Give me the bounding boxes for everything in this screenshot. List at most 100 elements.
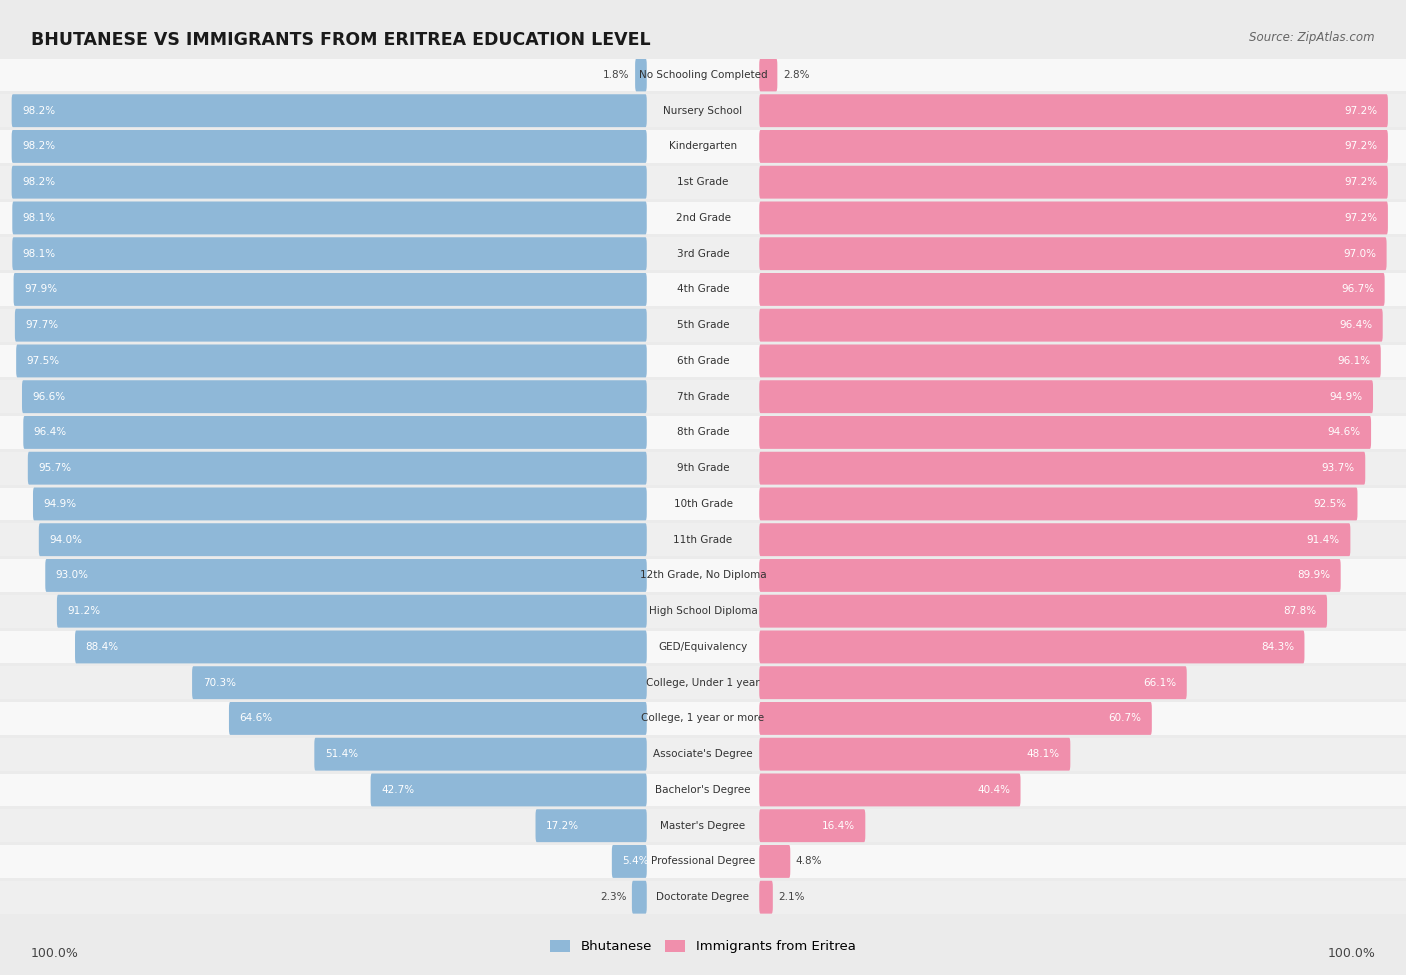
- FancyBboxPatch shape: [371, 773, 647, 806]
- Bar: [0, 595, 1406, 628]
- Text: 42.7%: 42.7%: [381, 785, 415, 795]
- Text: 1st Grade: 1st Grade: [678, 177, 728, 187]
- FancyBboxPatch shape: [759, 702, 1152, 735]
- Text: 2nd Grade: 2nd Grade: [675, 213, 731, 223]
- Bar: [0, 524, 1406, 556]
- FancyBboxPatch shape: [759, 880, 773, 914]
- FancyBboxPatch shape: [24, 416, 647, 448]
- FancyBboxPatch shape: [759, 666, 1187, 699]
- FancyBboxPatch shape: [15, 344, 647, 377]
- Text: Kindergarten: Kindergarten: [669, 141, 737, 151]
- Text: 97.9%: 97.9%: [24, 285, 58, 294]
- Text: 98.2%: 98.2%: [22, 141, 55, 151]
- FancyBboxPatch shape: [759, 524, 1350, 556]
- Text: 97.2%: 97.2%: [1344, 105, 1378, 116]
- FancyBboxPatch shape: [11, 95, 647, 127]
- Bar: [0, 58, 1406, 92]
- FancyBboxPatch shape: [759, 95, 1388, 127]
- Text: 98.2%: 98.2%: [22, 177, 55, 187]
- FancyBboxPatch shape: [636, 58, 647, 92]
- Text: 96.7%: 96.7%: [1341, 285, 1374, 294]
- Text: 40.4%: 40.4%: [977, 785, 1010, 795]
- Text: 51.4%: 51.4%: [325, 749, 359, 760]
- Text: 17.2%: 17.2%: [546, 821, 579, 831]
- Bar: [0, 845, 1406, 878]
- Text: 6th Grade: 6th Grade: [676, 356, 730, 366]
- Text: College, 1 year or more: College, 1 year or more: [641, 714, 765, 723]
- Text: 66.1%: 66.1%: [1143, 678, 1177, 687]
- Text: 96.4%: 96.4%: [34, 427, 67, 438]
- Text: 94.6%: 94.6%: [1327, 427, 1361, 438]
- Bar: [0, 631, 1406, 663]
- Text: BHUTANESE VS IMMIGRANTS FROM ERITREA EDUCATION LEVEL: BHUTANESE VS IMMIGRANTS FROM ERITREA EDU…: [31, 31, 651, 49]
- FancyBboxPatch shape: [759, 309, 1382, 341]
- FancyBboxPatch shape: [15, 309, 647, 341]
- Text: 100.0%: 100.0%: [1327, 947, 1375, 960]
- Text: 10th Grade: 10th Grade: [673, 499, 733, 509]
- FancyBboxPatch shape: [759, 595, 1327, 628]
- FancyBboxPatch shape: [315, 738, 647, 770]
- Text: College, Under 1 year: College, Under 1 year: [647, 678, 759, 687]
- Text: Master's Degree: Master's Degree: [661, 821, 745, 831]
- Text: Doctorate Degree: Doctorate Degree: [657, 892, 749, 902]
- Text: 93.0%: 93.0%: [56, 570, 89, 580]
- FancyBboxPatch shape: [11, 166, 647, 199]
- FancyBboxPatch shape: [56, 595, 647, 628]
- Text: 16.4%: 16.4%: [821, 821, 855, 831]
- FancyBboxPatch shape: [759, 130, 1388, 163]
- Text: 64.6%: 64.6%: [239, 714, 273, 723]
- FancyBboxPatch shape: [759, 237, 1386, 270]
- FancyBboxPatch shape: [11, 130, 647, 163]
- Bar: [0, 738, 1406, 770]
- Text: 98.1%: 98.1%: [22, 249, 56, 258]
- Text: No Schooling Completed: No Schooling Completed: [638, 70, 768, 80]
- FancyBboxPatch shape: [631, 880, 647, 914]
- Text: 96.4%: 96.4%: [1339, 320, 1372, 331]
- Text: 94.9%: 94.9%: [44, 499, 77, 509]
- Bar: [0, 416, 1406, 448]
- FancyBboxPatch shape: [759, 344, 1381, 377]
- Text: 97.2%: 97.2%: [1344, 213, 1378, 223]
- Text: Source: ZipAtlas.com: Source: ZipAtlas.com: [1250, 31, 1375, 44]
- Text: 91.4%: 91.4%: [1306, 534, 1340, 545]
- Text: 11th Grade: 11th Grade: [673, 534, 733, 545]
- Text: 48.1%: 48.1%: [1026, 749, 1060, 760]
- FancyBboxPatch shape: [612, 845, 647, 878]
- Legend: Bhutanese, Immigrants from Eritrea: Bhutanese, Immigrants from Eritrea: [546, 935, 860, 958]
- FancyBboxPatch shape: [759, 416, 1371, 448]
- Text: 7th Grade: 7th Grade: [676, 392, 730, 402]
- FancyBboxPatch shape: [759, 559, 1341, 592]
- Bar: [0, 309, 1406, 341]
- Bar: [0, 202, 1406, 234]
- Text: 95.7%: 95.7%: [38, 463, 72, 473]
- Text: 3rd Grade: 3rd Grade: [676, 249, 730, 258]
- Text: 4th Grade: 4th Grade: [676, 285, 730, 294]
- Text: Professional Degree: Professional Degree: [651, 856, 755, 867]
- FancyBboxPatch shape: [759, 845, 790, 878]
- Bar: [0, 273, 1406, 306]
- Bar: [0, 95, 1406, 127]
- FancyBboxPatch shape: [28, 451, 647, 485]
- FancyBboxPatch shape: [759, 773, 1021, 806]
- Bar: [0, 666, 1406, 699]
- FancyBboxPatch shape: [759, 809, 865, 842]
- FancyBboxPatch shape: [759, 380, 1374, 413]
- FancyBboxPatch shape: [13, 237, 647, 270]
- Bar: [0, 488, 1406, 521]
- Bar: [0, 237, 1406, 270]
- Text: 84.3%: 84.3%: [1261, 642, 1294, 652]
- FancyBboxPatch shape: [759, 738, 1070, 770]
- Text: 98.1%: 98.1%: [22, 213, 56, 223]
- Text: 2.1%: 2.1%: [779, 892, 806, 902]
- Text: 8th Grade: 8th Grade: [676, 427, 730, 438]
- Text: 97.0%: 97.0%: [1343, 249, 1376, 258]
- Text: 2.3%: 2.3%: [600, 892, 626, 902]
- Text: 97.2%: 97.2%: [1344, 177, 1378, 187]
- FancyBboxPatch shape: [759, 631, 1305, 663]
- Bar: [0, 559, 1406, 592]
- Bar: [0, 809, 1406, 842]
- FancyBboxPatch shape: [32, 488, 647, 521]
- FancyBboxPatch shape: [759, 202, 1388, 234]
- Bar: [0, 130, 1406, 163]
- Text: 12th Grade, No Diploma: 12th Grade, No Diploma: [640, 570, 766, 580]
